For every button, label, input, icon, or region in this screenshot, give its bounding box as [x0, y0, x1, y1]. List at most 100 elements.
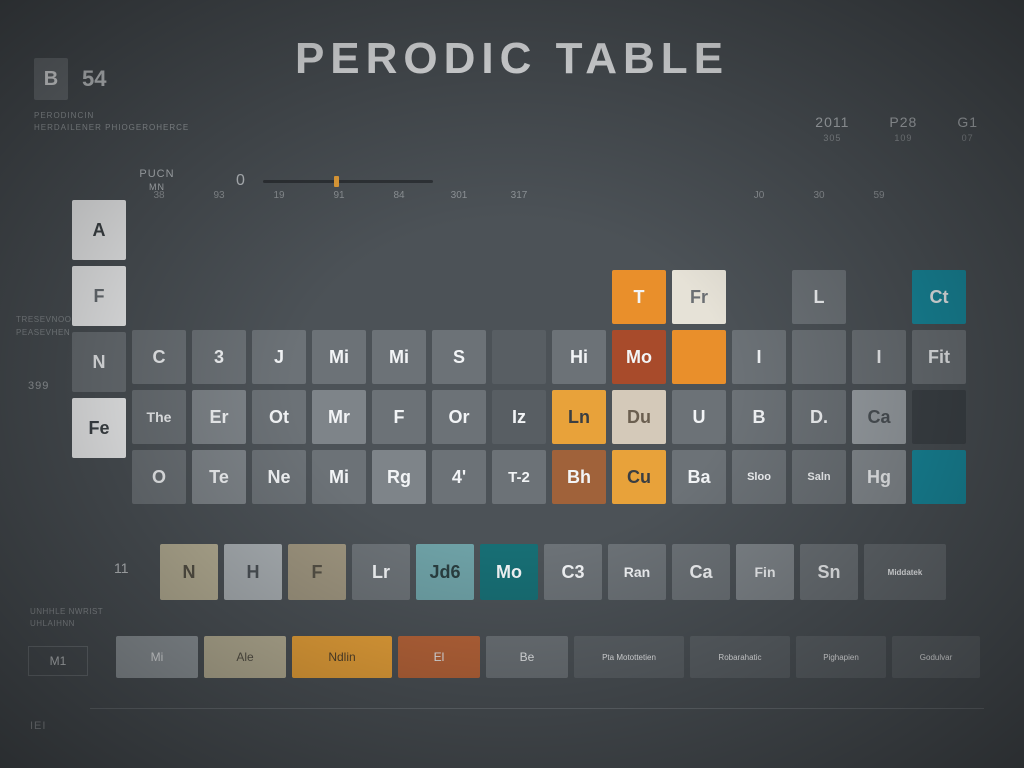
category-swatch[interactable]: Godulvar [892, 636, 980, 678]
element-cell[interactable]: Ca [672, 544, 730, 600]
element-cell[interactable]: I [852, 330, 906, 384]
stat-col: 2011305 [815, 114, 849, 143]
category-swatch[interactable]: Mi [116, 636, 198, 678]
element-cell[interactable]: Or [432, 390, 486, 444]
element-cell[interactable] [912, 450, 966, 504]
element-cell[interactable]: F [372, 390, 426, 444]
element-cell[interactable]: Ran [608, 544, 666, 600]
element-cell[interactable]: The [132, 390, 186, 444]
top-right-stats: 2011305P28109G107 [815, 114, 978, 143]
element-cell [852, 270, 906, 324]
element-cell[interactable]: Mi [372, 330, 426, 384]
footer-label: IEI [30, 720, 46, 732]
column-header: 38 [132, 210, 186, 264]
stat-col: G107 [957, 114, 978, 143]
element-cell[interactable] [912, 390, 966, 444]
element-cell[interactable]: T [612, 270, 666, 324]
element-cell[interactable] [792, 330, 846, 384]
category-swatch[interactable]: Robarahatic [690, 636, 790, 678]
category-swatch[interactable]: Pighapien [796, 636, 886, 678]
top-left-subtext: PERODINCIN HERDAILENER PHIOGEROHERCE [34, 110, 189, 134]
element-cell[interactable]: Te [192, 450, 246, 504]
element-cell [192, 270, 246, 324]
rail-head-label: PUCN MN [130, 168, 184, 192]
element-cell[interactable]: Mr [312, 390, 366, 444]
element-cell[interactable]: Fr [672, 270, 726, 324]
slider-knob[interactable] [334, 176, 339, 187]
element-cell[interactable]: Hg [852, 450, 906, 504]
element-cell[interactable]: Middatek [864, 544, 946, 600]
element-cell[interactable]: Mi [312, 330, 366, 384]
element-cell[interactable]: Hi [552, 330, 606, 384]
element-cell [732, 270, 786, 324]
element-cell[interactable]: B [732, 390, 786, 444]
element-cell[interactable]: Mo [612, 330, 666, 384]
category-swatch[interactable]: Ndlin [292, 636, 392, 678]
category-swatch[interactable]: Be [486, 636, 568, 678]
element-cell[interactable]: Ct [912, 270, 966, 324]
column-header: 30 [792, 210, 846, 264]
element-cell [432, 270, 486, 324]
top-left-info: B 54 [34, 58, 106, 100]
element-cell[interactable]: Jd6 [416, 544, 474, 600]
element-cell[interactable]: Du [612, 390, 666, 444]
element-cell[interactable]: C [132, 330, 186, 384]
element-cell[interactable]: Sn [800, 544, 858, 600]
element-cell[interactable]: Ln [552, 390, 606, 444]
category-swatch[interactable]: Ale [204, 636, 286, 678]
element-cell[interactable]: Er [192, 390, 246, 444]
element-cell[interactable]: I [732, 330, 786, 384]
element-cell[interactable]: N [160, 544, 218, 600]
element-cell[interactable]: Ba [672, 450, 726, 504]
element-cell[interactable]: Mi [312, 450, 366, 504]
element-number: 54 [82, 66, 106, 92]
lanthanide-leading: 11 [114, 560, 129, 576]
element-cell[interactable]: C3 [544, 544, 602, 600]
element-cell[interactable]: J [252, 330, 306, 384]
element-cell[interactable]: F [288, 544, 346, 600]
element-cell[interactable]: L [792, 270, 846, 324]
column-header: J0 [732, 210, 786, 264]
element-cell[interactable]: Cu [612, 450, 666, 504]
element-cell[interactable] [492, 330, 546, 384]
column-header: 84 [372, 210, 426, 264]
element-cell[interactable]: D. [792, 390, 846, 444]
element-cell[interactable]: T-2 [492, 450, 546, 504]
column-header: 301 [432, 210, 486, 264]
element-cell[interactable]: Ot [252, 390, 306, 444]
element-cell [312, 270, 366, 324]
element-cell[interactable]: U [672, 390, 726, 444]
slider-track[interactable] [263, 180, 433, 183]
category-swatch[interactable]: El [398, 636, 480, 678]
element-cell[interactable]: 4' [432, 450, 486, 504]
footer-rule [90, 708, 984, 709]
element-cell[interactable]: Fin [736, 544, 794, 600]
category-legend: MiAleNdlinElBePta MotottetienRobarahatic… [116, 636, 980, 678]
element-cell[interactable]: Ca [852, 390, 906, 444]
element-cell[interactable]: Ne [252, 450, 306, 504]
element-cell[interactable]: Saln [792, 450, 846, 504]
element-cell[interactable]: S [432, 330, 486, 384]
bottom-left-text: UNHHLE NWRIST UHLAIHNN [30, 606, 103, 630]
column-header: 317 [492, 210, 546, 264]
element-cell[interactable]: Lr [352, 544, 410, 600]
element-cell[interactable]: 3 [192, 330, 246, 384]
element-cell[interactable]: Rg [372, 450, 426, 504]
element-cell[interactable]: Sloo [732, 450, 786, 504]
element-cell[interactable]: Fit [912, 330, 966, 384]
slider-label: 0 [236, 172, 245, 190]
element-cell [132, 270, 186, 324]
element-cell[interactable]: Iz [492, 390, 546, 444]
bottom-left-box: M1 [28, 646, 88, 676]
element-cell[interactable]: Bh [552, 450, 606, 504]
element-cell[interactable]: O [132, 450, 186, 504]
lanthanide-row: NHFLrJd6MoC3RanCaFinSnMiddatek [160, 544, 946, 600]
element-cell[interactable]: H [224, 544, 282, 600]
element-cell [252, 270, 306, 324]
side-number: 399 [28, 380, 49, 392]
page-title: PERODIC TABLE [0, 34, 1024, 84]
element-cell[interactable]: Mo [480, 544, 538, 600]
slider-area: 0 [236, 172, 433, 190]
category-swatch[interactable]: Pta Motottetien [574, 636, 684, 678]
element-cell[interactable] [672, 330, 726, 384]
